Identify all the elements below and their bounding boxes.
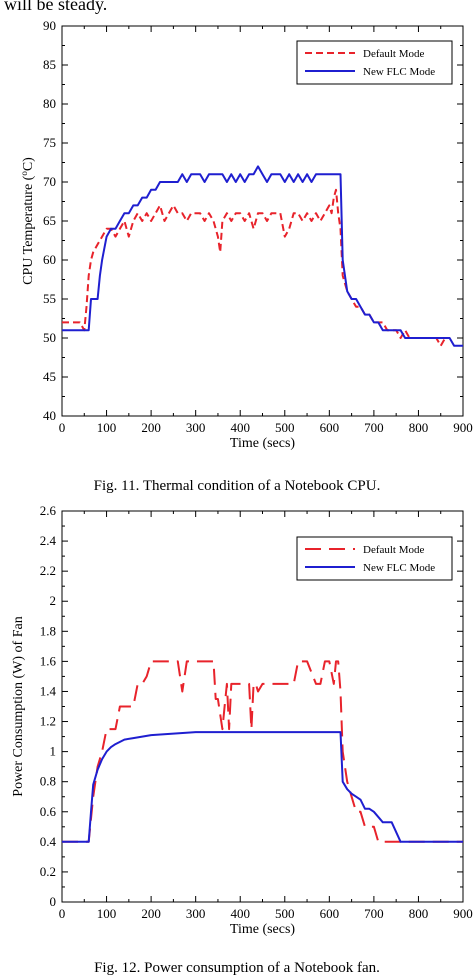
x-tick-label: 300 <box>186 906 206 921</box>
x-tick-label: 500 <box>275 906 295 921</box>
x-tick-label: 300 <box>186 420 206 435</box>
y-tick-label: 55 <box>43 291 56 306</box>
x-tick-label: 900 <box>453 906 473 921</box>
x-tick-label: 400 <box>230 420 250 435</box>
y-tick-label: 75 <box>43 135 56 150</box>
y-tick-label: 1.6 <box>40 653 57 668</box>
legend-label: Default Mode <box>363 544 425 556</box>
cpu-temperature-chart: 0 100 200 300 400 500 600 700 800 900 40 45 50 55 60 65… <box>19 18 473 451</box>
x-tick-label: 700 <box>364 906 384 921</box>
y-tick-label: 70 <box>43 174 56 189</box>
x-tick-label: 800 <box>409 906 429 921</box>
fan-power-chart: 0 100 200 300 400 500 600 700 800 900 0 0.2 0.4 0.6 0.… <box>11 503 473 937</box>
figure-11-caption: Fig. 11. Thermal condition of a Notebook… <box>93 478 381 494</box>
y-tick-label: 0 <box>50 894 57 909</box>
series-line-new-flc-mode <box>62 165 463 347</box>
series-line-new-flc-mode <box>62 731 463 843</box>
y-tick-label: 60 <box>43 252 56 267</box>
legend-box <box>296 536 453 581</box>
figure-12-caption: Fig. 12. Power consumption of a Notebook… <box>94 960 380 976</box>
x-tick-label: 500 <box>275 420 295 435</box>
legend-label: Default Mode <box>363 48 425 60</box>
x-tick-label: 600 <box>320 420 340 435</box>
y-tick-label: 2.6 <box>40 503 57 518</box>
x-tick-label: 800 <box>409 420 429 435</box>
x-tick-label: 900 <box>453 420 473 435</box>
series-line-default-mode <box>62 660 463 843</box>
x-tick-label: 600 <box>320 906 340 921</box>
y-tick-label: 2.2 <box>40 563 56 578</box>
y-tick-label: 0.2 <box>40 864 56 879</box>
y-tick-label: 90 <box>43 18 56 33</box>
x-tick-label: 100 <box>97 906 117 921</box>
y-tick-label: 0.4 <box>40 834 57 849</box>
x-axis-label: Time (secs) <box>230 436 296 451</box>
x-tick-label: 200 <box>141 420 161 435</box>
y-tick-label: 0.8 <box>40 774 56 789</box>
x-tick-label: 200 <box>141 906 161 921</box>
y-tick-label: 45 <box>43 369 56 384</box>
preceding-text-fragment: will be steady. <box>4 0 108 14</box>
y-axis-label: CPU Temperature (oC) <box>19 157 36 285</box>
legend-label: New FLC Mode <box>363 66 435 78</box>
x-tick-label: 700 <box>364 420 384 435</box>
y-axis-label: Power Consumption (W) of Fan <box>11 616 26 796</box>
y-tick-label: 50 <box>43 330 56 345</box>
y-tick-label: 1.8 <box>40 623 56 638</box>
y-tick-label: 80 <box>43 96 56 111</box>
y-tick-label: 65 <box>43 213 56 228</box>
x-axis-label: Time (secs) <box>230 922 296 937</box>
y-tick-label: 1.2 <box>40 714 56 729</box>
y-tick-label: 40 <box>43 408 56 423</box>
x-tick-label: 400 <box>230 906 250 921</box>
legend-box <box>296 40 453 85</box>
x-tick-label: 0 <box>59 420 66 435</box>
x-tick-label: 100 <box>97 420 117 435</box>
legend-label: New FLC Mode <box>363 562 435 574</box>
y-tick-label: 0.6 <box>40 804 57 819</box>
y-tick-label: 1 <box>50 744 57 759</box>
y-tick-label: 2 <box>50 593 57 608</box>
x-tick-label: 0 <box>59 906 66 921</box>
series-line-default-mode <box>62 188 450 347</box>
y-tick-label: 1.4 <box>40 683 57 698</box>
y-tick-label: 85 <box>43 57 56 72</box>
y-tick-label: 2.4 <box>40 533 57 548</box>
